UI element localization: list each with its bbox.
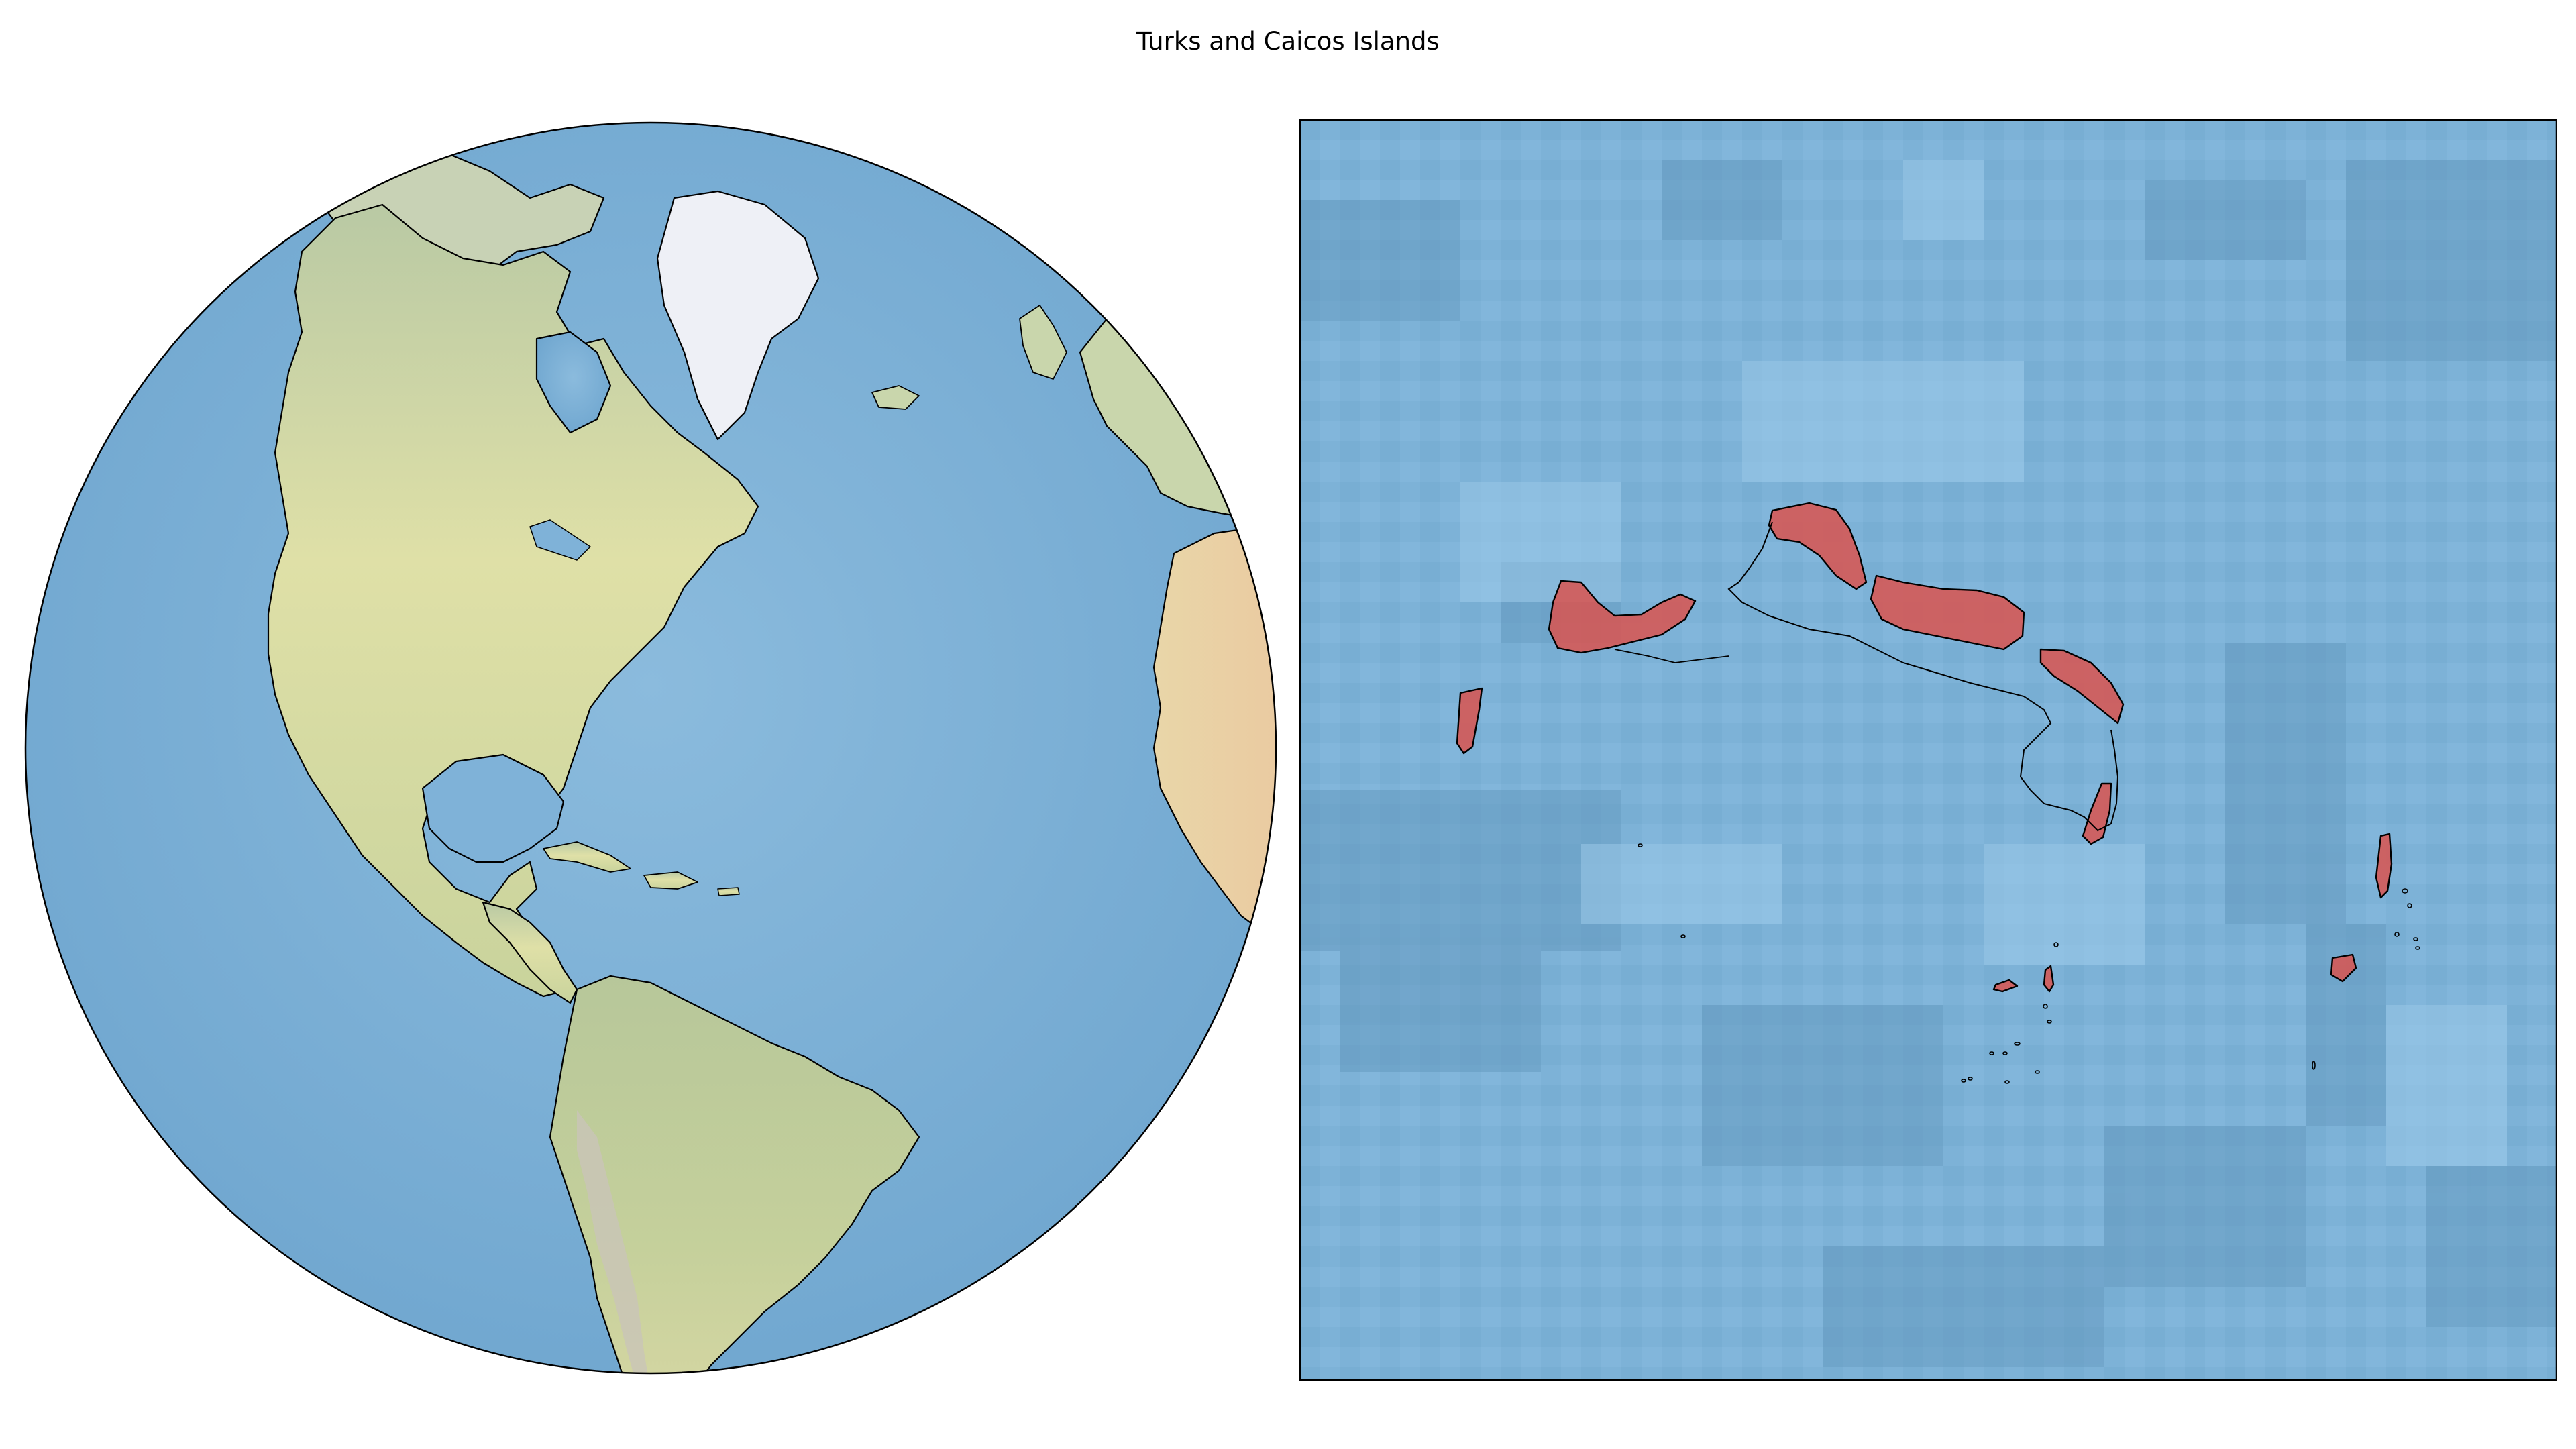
bank-outline-west — [1614, 649, 1729, 663]
hudson-bay — [535, 331, 612, 434]
andes — [577, 1110, 651, 1373]
island-middle-caicos — [1870, 574, 2025, 651]
zoom-ocean — [1299, 119, 2557, 1381]
island-north-caicos — [1768, 502, 1868, 590]
africa — [1152, 525, 1276, 951]
island-south-caicos — [2082, 782, 2112, 845]
caicos-islands — [1456, 502, 2393, 993]
island-grand-turk — [2375, 833, 2393, 899]
great-lakes — [529, 519, 591, 561]
island-ambergris-cay — [1992, 979, 2019, 993]
north-america — [267, 203, 759, 998]
bathymetry-patches — [1299, 160, 2557, 1367]
island-west-caicos — [1456, 687, 1483, 755]
zoom-map — [1299, 119, 2557, 1381]
shallow-patches — [1460, 160, 2507, 1166]
small-cays — [1638, 843, 2420, 1084]
globe-outline — [24, 121, 1277, 1375]
central-america — [482, 901, 578, 1004]
island-long-cay — [2043, 965, 2055, 993]
island-east-caicos — [2039, 648, 2125, 724]
globe-map — [24, 121, 1277, 1375]
gulf-of-mexico — [421, 753, 565, 863]
iceland — [871, 385, 920, 410]
island-providenciales — [1548, 580, 1697, 654]
figure-title: Turks and Caicos Islands — [1136, 27, 1440, 56]
zoom-frame — [1299, 119, 2557, 1381]
island-salt-cay — [2330, 953, 2357, 983]
greenland — [656, 190, 820, 441]
hispaniola — [643, 871, 698, 890]
caicos-bank-outline — [1727, 521, 2119, 832]
cuba — [543, 841, 631, 873]
puerto-rico — [717, 887, 740, 896]
british-isles — [1019, 305, 1067, 380]
